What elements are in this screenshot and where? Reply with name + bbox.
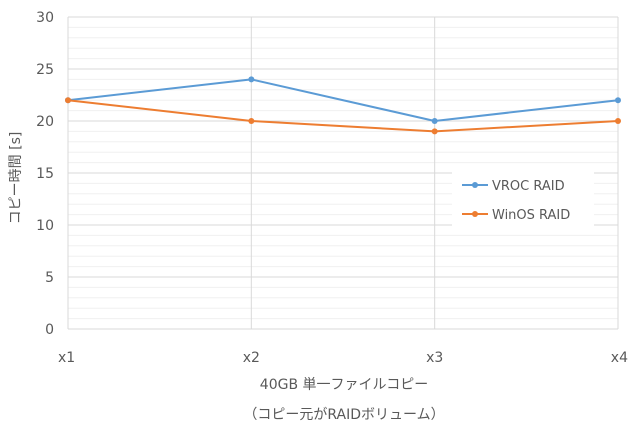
series-line <box>67 99 619 133</box>
data-point <box>248 118 255 124</box>
x-tick-label: x2 <box>243 350 260 366</box>
y-tick-label: 15 <box>36 166 54 182</box>
x-axis-ticks: x1 x2 x3 x4 <box>58 350 628 366</box>
legend-box <box>452 168 594 230</box>
x-tick-label: x4 <box>611 350 628 366</box>
y-axis-ticks: 0 5 10 15 20 25 30 <box>36 10 54 338</box>
data-point <box>248 76 255 83</box>
data-point <box>65 97 71 104</box>
series-line <box>67 78 619 122</box>
data-point <box>431 128 438 135</box>
y-tick-label: 0 <box>45 322 54 338</box>
series-1 <box>65 97 621 135</box>
series-lines <box>65 76 621 135</box>
legend-label: VROC RAID <box>492 179 565 194</box>
legend-marker <box>472 182 478 188</box>
y-tick-label: 20 <box>36 114 54 130</box>
data-point <box>615 118 621 124</box>
x-tick-label: x3 <box>426 350 443 366</box>
x-axis-title-line-1: 40GB 単一ファイルコピー <box>260 377 428 393</box>
y-axis-title: コピー時間 [s] <box>8 132 24 225</box>
x-axis-title-line-2: （コピー元がRAIDボリューム） <box>243 407 444 423</box>
y-tick-label: 25 <box>36 62 54 78</box>
data-point <box>431 118 438 124</box>
legend-label: WinOS RAID <box>492 208 570 223</box>
legend-marker <box>472 211 478 217</box>
y-tick-label: 30 <box>36 10 54 26</box>
x-tick-label: x1 <box>58 350 75 366</box>
data-point <box>615 97 621 104</box>
legend: VROC RAID WinOS RAID <box>452 168 594 230</box>
y-tick-label: 10 <box>36 218 54 234</box>
y-tick-label: 5 <box>45 270 54 286</box>
